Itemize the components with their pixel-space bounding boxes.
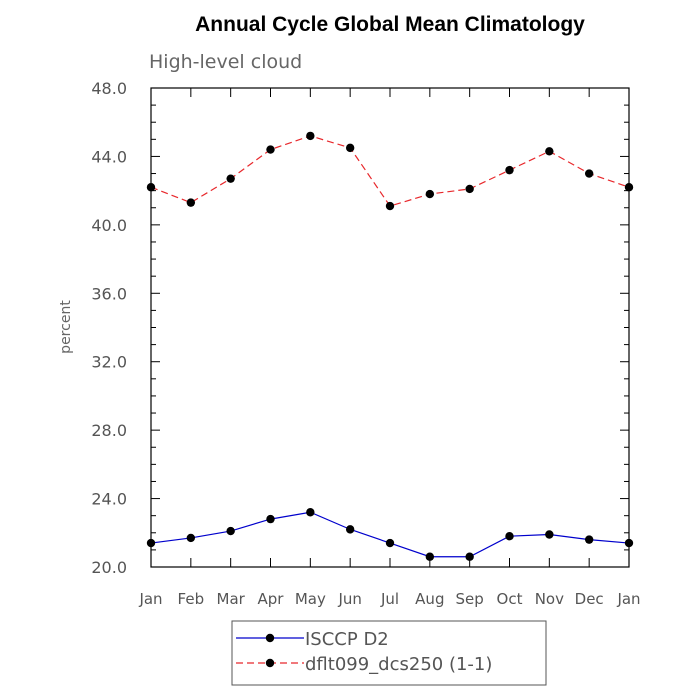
x-tick-label: Nov <box>535 590 564 608</box>
y-tick-label: 20.0 <box>91 558 127 577</box>
data-point <box>465 552 474 561</box>
data-point <box>266 145 275 154</box>
x-tick-label: Jan <box>138 590 162 608</box>
x-tick-label: Aug <box>415 590 444 608</box>
legend-entry-label: ISCCP D2 <box>305 629 389 650</box>
y-tick-label: 28.0 <box>91 421 127 440</box>
series-line <box>150 511 630 558</box>
legend-entry-label: dflt099_dcs250 (1-1) <box>305 654 492 675</box>
data-point <box>306 131 315 141</box>
x-tick-label: May <box>295 590 326 608</box>
legend-swatch-marker <box>265 633 275 643</box>
y-tick-label: 48.0 <box>91 79 127 98</box>
data-point <box>505 165 514 175</box>
y-tick-label: 44.0 <box>91 147 127 166</box>
data-point <box>545 530 554 539</box>
series-layer <box>146 131 634 561</box>
data-point <box>385 201 395 211</box>
x-tick-label: Jan <box>616 590 640 608</box>
y-tick-label: 24.0 <box>91 490 127 509</box>
data-point <box>226 174 235 183</box>
x-tick-label: Jun <box>337 590 361 608</box>
data-point <box>186 198 196 207</box>
data-point <box>584 535 594 544</box>
data-point <box>345 525 355 534</box>
legend-swatch-marker <box>265 658 275 668</box>
data-point <box>146 538 156 548</box>
x-tick-label: Apr <box>258 590 285 608</box>
legend-box <box>231 620 547 686</box>
data-point <box>465 184 474 194</box>
chart-subtitle: High-level cloud <box>149 51 302 73</box>
data-point <box>505 532 514 541</box>
data-point <box>306 508 315 517</box>
y-tick-label: 32.0 <box>91 353 127 372</box>
x-tick-label: Sep <box>456 590 484 608</box>
x-tick-label: Mar <box>217 590 246 608</box>
data-point <box>186 533 196 543</box>
data-point <box>226 526 235 536</box>
plot-frame <box>150 87 630 568</box>
chart-title: Annual Cycle Global Mean Climatology <box>195 13 585 36</box>
data-point <box>545 147 554 156</box>
data-point <box>425 189 435 199</box>
x-tick-label: Dec <box>575 590 604 608</box>
data-point <box>624 538 634 548</box>
data-point <box>345 143 355 153</box>
data-point <box>584 169 594 178</box>
legend: ISCCP D2 dflt099_dcs250 (1-1) <box>231 620 547 686</box>
axes: 20.0 24.0 28.0 32.0 36.0 40.0 44.0 48.0 Jan Feb Ma… <box>91 79 640 608</box>
x-tick-label: Oct <box>497 590 523 608</box>
data-point <box>266 514 275 524</box>
data-point <box>385 538 395 548</box>
x-tick-label: Jul <box>380 590 399 608</box>
data-point <box>146 183 156 192</box>
y-tick-label: 36.0 <box>91 284 127 303</box>
x-tick-label: Feb <box>178 590 205 608</box>
y-axis-label: percent <box>58 300 74 354</box>
data-point <box>425 552 435 561</box>
series-line <box>150 135 630 207</box>
data-point <box>624 183 634 192</box>
y-tick-label: 40.0 <box>91 216 127 235</box>
